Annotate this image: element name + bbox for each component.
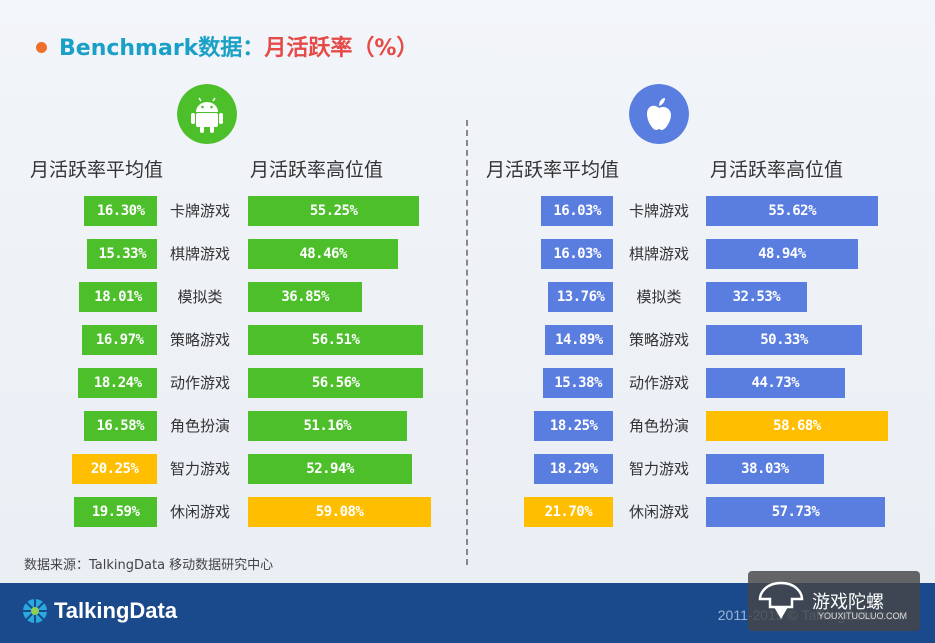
android-category-label: 休闲游戏 xyxy=(169,503,230,521)
android-avg-bar: 18.01% xyxy=(79,282,157,312)
ios-high-bar: 48.94% xyxy=(706,239,858,269)
ios-avg-bar: 18.29% xyxy=(534,454,613,484)
bullet-dot-icon xyxy=(36,41,47,53)
android-category-label: 动作游戏 xyxy=(169,374,230,392)
ios-category-label: 休闲游戏 xyxy=(628,503,689,521)
ios-category-label: 智力游戏 xyxy=(628,460,689,478)
ios-category-label: 卡牌游戏 xyxy=(628,202,689,220)
android-high-bar: 48.46% xyxy=(248,239,399,269)
talkingdata-logo: TalkingData xyxy=(22,598,177,624)
ios-category-label: 棋牌游戏 xyxy=(628,245,689,263)
android-high-bar: 59.08% xyxy=(248,497,432,527)
android-avg-bar: 15.33% xyxy=(87,239,157,269)
android-high-bar: 51.16% xyxy=(248,411,407,441)
ios-high-bar: 55.62% xyxy=(706,196,879,226)
ios-high-bar: 57.73% xyxy=(706,497,885,527)
ios-high-bar: 58.68% xyxy=(706,411,888,441)
ios-high-bar: 32.53% xyxy=(706,282,807,312)
title-part2: 月活跃率（%） xyxy=(264,36,419,61)
android-icon xyxy=(177,84,237,144)
ios-avg-bar: 13.76% xyxy=(548,282,613,312)
ios-avg-header: 月活跃率平均值 xyxy=(486,159,620,181)
android-category-label: 模拟类 xyxy=(177,288,223,306)
android-high-bar: 36.85% xyxy=(248,282,363,312)
ios-avg-bar: 16.03% xyxy=(541,239,613,269)
android-category-label: 策略游戏 xyxy=(169,331,230,349)
android-category-label: 棋牌游戏 xyxy=(169,245,230,263)
logo-text: TalkingData xyxy=(54,598,178,623)
android-avg-bar: 16.97% xyxy=(82,325,157,355)
android-category-label: 角色扮演 xyxy=(169,417,230,435)
ios-avg-bar: 21.70% xyxy=(523,497,613,527)
data-source: 数据来源：TalkingData 移动数据研究中心 xyxy=(24,558,274,573)
logo-icon xyxy=(23,599,47,623)
android-category-label: 卡牌游戏 xyxy=(169,202,230,220)
android-high-bar: 56.56% xyxy=(248,368,424,398)
android-avg-bar: 20.25% xyxy=(72,454,157,484)
android-high-bar: 52.94% xyxy=(248,454,413,484)
apple-icon xyxy=(629,84,689,144)
android-high-header: 月活跃率高位值 xyxy=(250,159,384,181)
android-category-label: 智力游戏 xyxy=(169,460,230,478)
ios-category-label: 模拟类 xyxy=(636,288,682,306)
title-part1: Benchmark数据： xyxy=(59,36,265,61)
ios-high-bar: 38.03% xyxy=(706,454,824,484)
watermark-logo-icon xyxy=(758,581,804,619)
ios-category-label: 策略游戏 xyxy=(628,331,689,349)
page-title: Benchmark数据：月活跃率（%） xyxy=(36,30,418,62)
ios-category-label: 角色扮演 xyxy=(628,417,689,435)
watermark-text: 游戏陀螺 xyxy=(812,592,884,613)
watermark: 游戏陀螺 YOUXITUOLUO.COM xyxy=(748,571,920,631)
android-avg-bar: 19.59% xyxy=(74,497,157,527)
ios-high-header: 月活跃率高位值 xyxy=(710,159,844,181)
ios-avg-bar: 15.38% xyxy=(543,368,613,398)
android-avg-header: 月活跃率平均值 xyxy=(30,159,164,181)
ios-category-label: 动作游戏 xyxy=(628,374,689,392)
android-avg-bar: 16.30% xyxy=(84,196,157,226)
ios-avg-bar: 14.89% xyxy=(544,325,613,355)
android-avg-bar: 16.58% xyxy=(83,411,157,441)
android-avg-bar: 18.24% xyxy=(78,368,157,398)
ios-high-bar: 44.73% xyxy=(706,368,845,398)
ios-avg-bar: 16.03% xyxy=(541,196,613,226)
android-high-bar: 56.51% xyxy=(248,325,424,355)
watermark-sub: YOUXITUOLUO.COM xyxy=(818,611,908,621)
android-high-bar: 55.25% xyxy=(248,196,420,226)
ios-avg-bar: 18.25% xyxy=(534,411,613,441)
ios-high-bar: 50.33% xyxy=(706,325,863,355)
panel-divider xyxy=(466,120,468,565)
